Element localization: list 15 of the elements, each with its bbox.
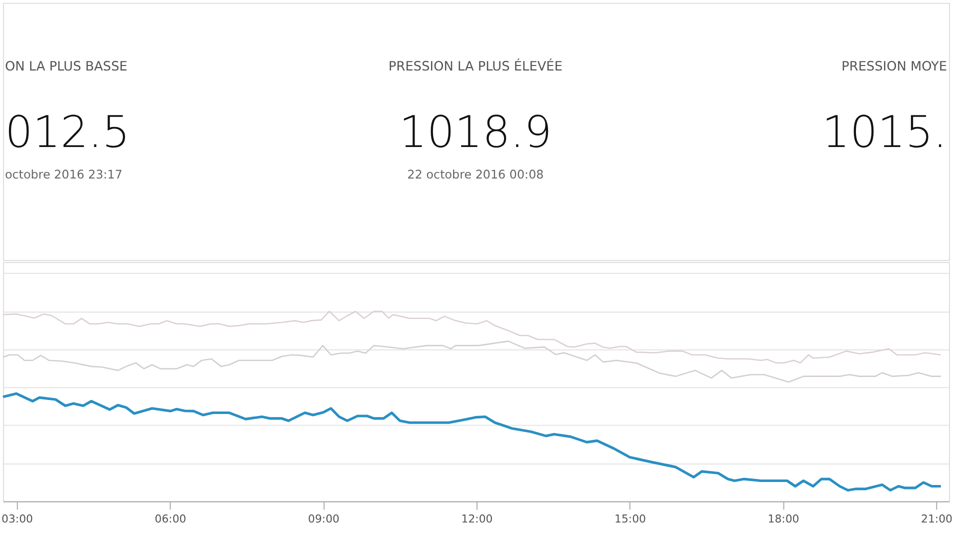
x-tick-label: 18:00: [768, 512, 800, 526]
x-tick-label: 15:00: [614, 512, 646, 526]
text: octobre 2016 23:17: [4, 168, 122, 182]
x-tick-label: 06:00: [154, 512, 186, 526]
text: PRESSION LA PLUS ÉLEVÉE: [388, 58, 562, 74]
text: 012.5: [4, 106, 130, 158]
text: ON LA PLUS BASSE: [4, 59, 128, 74]
x-tick-label: 09:00: [308, 512, 340, 526]
text: 1015.: [822, 106, 948, 158]
x-tick-label: 21:00: [921, 512, 953, 526]
text: 1018.9: [399, 106, 552, 158]
x-tick-label: 03:00: [2, 512, 34, 526]
text: 22 octobre 2016 00:08: [407, 168, 544, 182]
text: PRESSION MOYE: [842, 59, 948, 74]
x-tick-label: 12:00: [461, 512, 493, 526]
